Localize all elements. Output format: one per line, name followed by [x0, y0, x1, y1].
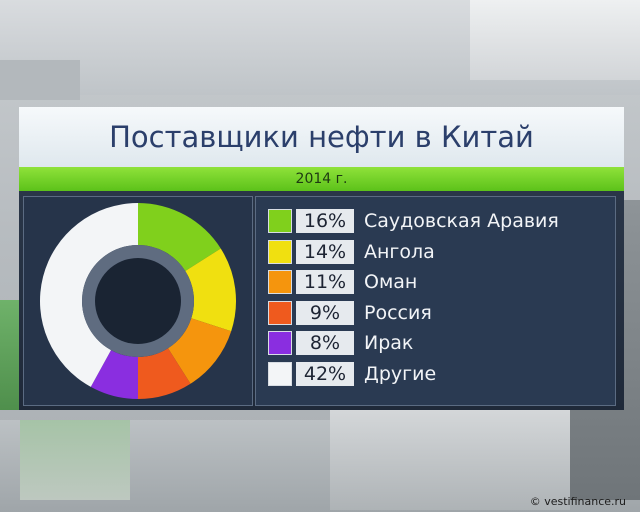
legend-item: 14% Ангола: [268, 239, 435, 265]
legend-label: Другие: [364, 362, 437, 385]
donut-chart: [40, 203, 236, 399]
legend-label: Ирак: [364, 332, 414, 354]
donut-slice-3: [138, 348, 191, 399]
legend-percent: 9%: [296, 300, 354, 325]
donut-slice-2: [168, 318, 232, 384]
legend-item: 16% Саудовская Аравия: [268, 208, 559, 234]
subtitle-bar: 2014 г.: [19, 167, 624, 191]
legend-percent: 14%: [296, 239, 354, 264]
chart-subtitle: 2014 г.: [295, 171, 348, 187]
legend-label: Россия: [364, 301, 432, 324]
legend-label: Саудовская Аравия: [364, 210, 559, 232]
background-block: [0, 60, 80, 100]
background-desk: [330, 410, 570, 510]
legend-item: 42% Другие: [268, 361, 436, 387]
title-bar: Поставщики нефти в Китай: [19, 107, 624, 167]
legend-swatch: [268, 300, 292, 325]
legend-item: 9% Россия: [268, 300, 432, 326]
legend: 16% Саудовская Аравия 14% Ангола 11% Оман 9% Ро…: [255, 196, 616, 406]
donut-slice-1: [185, 248, 236, 332]
source-credit: © vestifinance.ru: [529, 495, 626, 508]
donut-slice-4: [90, 350, 138, 399]
chart-title: Поставщики нефти в Китай: [109, 120, 534, 154]
legend-swatch: [268, 209, 292, 233]
background-light-panel: [470, 0, 640, 80]
chart-body: 16% Саудовская Аравия 14% Ангола 11% Оман 9% Ро…: [19, 191, 624, 410]
background-green-pillar: [0, 300, 22, 410]
infographic-panel: Поставщики нефти в Китай 2014 г. 16% Сауд…: [19, 107, 624, 410]
legend-item: 11% Оман: [268, 269, 417, 295]
legend-item: 8% Ирак: [268, 330, 413, 356]
background-green-glass: [20, 420, 130, 500]
donut-slice-0: [138, 203, 221, 271]
legend-percent: 8%: [296, 331, 354, 355]
legend-percent: 16%: [296, 209, 354, 233]
legend-swatch: [268, 270, 292, 294]
legend-percent: 11%: [296, 270, 354, 294]
legend-swatch: [268, 239, 292, 264]
donut-hole: [95, 258, 181, 344]
legend-swatch: [268, 361, 292, 386]
donut-slice-5: [40, 203, 138, 387]
donut-box: [23, 196, 253, 406]
legend-swatch: [268, 331, 292, 355]
legend-label: Оман: [364, 271, 418, 293]
legend-percent: 42%: [296, 361, 354, 386]
legend-label: Ангола: [364, 240, 435, 263]
